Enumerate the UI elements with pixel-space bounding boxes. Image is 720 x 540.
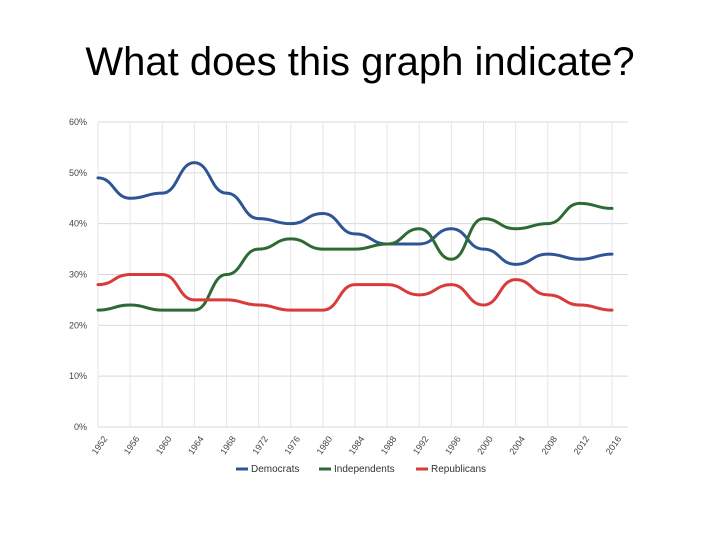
legend: Democrats Independents Republicans [236,464,486,475]
y-tick-label: 20% [69,320,87,330]
x-tick-label: 1956 [122,434,142,456]
data-point-democrats [547,253,549,255]
data-point-independents [547,223,549,225]
x-tick-label: 1996 [443,434,463,456]
data-point-independents [450,258,452,260]
slide-title: What does this graph indicate? [85,40,635,84]
data-point-independents [483,218,484,220]
x-tick-label: 1964 [186,434,206,456]
data-point-independents [386,243,388,245]
data-point-republicans [161,274,163,275]
x-tick-label: 2012 [572,434,592,456]
data-point-republicans [290,309,292,311]
data-point-democrats [161,192,163,194]
data-point-democrats [226,192,227,194]
x-tick-label: 2000 [475,434,495,456]
data-point-republicans [611,309,613,311]
legend-label-republicans: Republicans [431,464,486,475]
data-point-republicans [129,274,131,275]
x-tick-label: 1976 [282,434,302,456]
data-point-independents [161,309,163,311]
data-point-republicans [450,284,452,286]
data-point-republicans [97,284,99,286]
y-tick-label: 60% [69,117,87,127]
data-point-democrats [579,258,581,260]
data-point-independents [97,309,99,311]
y-tick-label: 10% [69,371,87,381]
data-point-independents [515,228,517,230]
data-point-independents [193,309,195,311]
data-point-independents [226,274,227,275]
x-tick-label: 1980 [315,434,335,456]
data-point-republicans [483,304,484,306]
y-axis-ticks: 0% 10% 20% 30% 40% 50% 60% [69,117,87,432]
x-tick-label: 2004 [507,434,527,456]
data-point-democrats [418,243,420,245]
data-point-democrats [515,263,517,265]
x-tick-label: 1992 [411,434,431,456]
data-point-republicans [386,284,388,286]
y-tick-label: 30% [69,270,87,280]
data-point-independents [579,202,581,204]
y-tick-label: 50% [69,168,87,178]
data-point-independents [354,248,356,250]
x-tick-label: 2008 [539,434,559,456]
data-point-democrats [611,253,613,255]
data-point-republicans [258,304,260,306]
data-point-republicans [579,304,581,306]
y-tick-label: 0% [74,422,87,432]
data-point-democrats [483,248,484,250]
data-point-republicans [418,294,420,296]
x-tick-label: 1984 [347,434,367,456]
data-point-democrats [354,233,356,235]
data-point-democrats [450,228,452,230]
x-tick-label: 2016 [604,434,624,456]
data-point-republicans [226,299,227,301]
data-point-independents [418,228,420,230]
x-tick-label: 1952 [90,434,110,456]
data-point-democrats [322,213,324,214]
data-point-republicans [515,279,517,281]
x-tick-label: 1988 [379,434,399,456]
data-point-independents [129,304,131,306]
data-point-democrats [258,218,260,220]
data-point-democrats [129,197,131,199]
x-axis-ticks: 1952 1956 1960 1964 1968 1972 1976 1980 1984 1988… [90,434,624,456]
data-point-independents [322,248,324,250]
data-point-republicans [354,284,356,286]
series-lines [96,161,614,312]
grid [97,121,628,428]
y-tick-label: 40% [69,219,87,229]
legend-label-democrats: Democrats [251,464,299,475]
data-point-republicans [322,309,324,311]
legend-label-independents: Independents [334,464,395,475]
data-point-independents [611,207,613,209]
data-point-independents [258,248,260,250]
x-tick-label: 1972 [250,434,270,456]
data-point-republicans [193,299,195,301]
data-point-democrats [290,223,292,225]
x-tick-label: 1960 [154,434,174,456]
x-tick-label: 1968 [218,434,238,456]
data-point-independents [290,238,292,240]
data-point-democrats [193,162,195,164]
data-point-democrats [97,177,99,179]
data-point-republicans [547,294,549,296]
